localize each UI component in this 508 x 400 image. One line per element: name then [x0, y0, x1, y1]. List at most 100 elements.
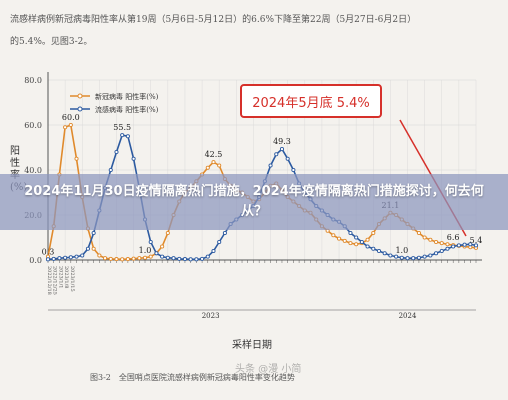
x-tick-label: 2022/12/18 [46, 266, 52, 295]
data-point [439, 241, 444, 246]
chart-legend: 新冠病毒 阳性率(%) 流感病毒 阳性率(%) [70, 92, 159, 114]
data-point [165, 230, 170, 236]
headline-text: 2024年11月30日疫情隔离热门措施，2024年疫情隔离热门措施探讨，何去何从… [24, 184, 484, 219]
data-point [125, 134, 130, 139]
data-point [120, 133, 125, 138]
data-point [354, 235, 359, 240]
data-point [416, 230, 421, 236]
data-point [405, 256, 410, 261]
data-point [354, 242, 359, 247]
legend-entry: 新冠病毒 阳性率(%) [95, 92, 159, 101]
data-point [348, 230, 353, 236]
data-point [359, 239, 364, 245]
data-point [342, 238, 347, 243]
legend-entry: 流感病毒 阳性率(%) [95, 105, 159, 114]
data-point [211, 160, 216, 165]
data-point [422, 254, 427, 259]
data-point [194, 257, 199, 262]
data-point [108, 256, 113, 261]
data-point [456, 243, 461, 248]
y-tick-label: 80.0 [24, 76, 42, 85]
data-point [91, 230, 96, 236]
data-point [439, 248, 444, 254]
year-label: 2023 [202, 312, 220, 320]
x-tick-label: 2023/1/8 [63, 266, 69, 288]
data-point [85, 246, 90, 251]
callout-box: 2024年5月底 5.4% [240, 84, 382, 118]
data-point [160, 244, 165, 249]
data-point [154, 251, 159, 256]
data-point [445, 246, 450, 251]
data-point [268, 163, 273, 168]
data-point [211, 248, 216, 254]
data-point [57, 256, 62, 261]
y-tick-label: 40.0 [24, 166, 42, 175]
data-point [365, 237, 370, 242]
data-point [382, 251, 387, 256]
data-point [114, 257, 119, 262]
data-point [365, 244, 370, 249]
legend-marker [77, 93, 83, 99]
data-point [171, 256, 176, 261]
legend-marker [77, 106, 83, 112]
data-point [445, 242, 450, 247]
headline-banner: 2024年11月30日疫情隔离热门措施，2024年疫情隔离热门措施探讨，何去何从… [0, 174, 508, 230]
data-point [217, 239, 222, 245]
data-point [462, 242, 467, 247]
data-point [399, 255, 404, 260]
data-point [411, 256, 416, 261]
data-point [422, 235, 427, 240]
intro-text-line-2: 的5.4%。见图3-2。 [10, 37, 93, 47]
data-point [394, 254, 399, 259]
data-point [205, 254, 210, 259]
data-point [291, 167, 296, 173]
data-point [148, 254, 153, 259]
data-point [108, 167, 113, 173]
data-label: 5.4 [470, 236, 483, 245]
data-point [63, 125, 68, 130]
data-point [434, 251, 439, 256]
data-point [182, 257, 188, 262]
data-point [45, 257, 51, 262]
data-label: 6.6 [447, 233, 460, 242]
data-label: 60.0 [62, 113, 80, 122]
data-point [131, 256, 136, 261]
data-point [451, 244, 456, 249]
data-point [473, 243, 479, 248]
figure-caption: 图3-2 全国哨点医院流感样病例新冠病毒阳性率变化趋势 [90, 373, 295, 382]
watermark-text: 头条 @漫 小简 [235, 364, 302, 375]
data-point [336, 236, 342, 241]
x-tick-label: 2023/1/15 [69, 266, 75, 292]
data-point [428, 237, 433, 242]
data-point [331, 233, 336, 238]
data-point [371, 230, 376, 236]
data-point [74, 156, 79, 161]
data-point [388, 253, 393, 258]
data-point [120, 257, 125, 262]
data-point [376, 248, 382, 254]
data-point [114, 149, 119, 155]
data-point [434, 239, 439, 245]
data-point [125, 257, 130, 262]
data-point [68, 255, 73, 260]
data-point [142, 255, 148, 260]
data-label: 1.0 [139, 246, 152, 255]
data-point [137, 256, 142, 261]
data-point [468, 242, 473, 247]
data-label: 49.3 [273, 137, 291, 146]
year-label: 2024 [399, 312, 417, 320]
data-point [165, 255, 170, 260]
x-axis-label: 采样日期 [232, 340, 272, 351]
data-point [200, 256, 205, 261]
data-label: 0.3 [42, 247, 55, 256]
data-point [416, 255, 421, 260]
data-point [131, 156, 136, 161]
data-label: 55.5 [113, 123, 131, 132]
data-point [51, 256, 56, 261]
data-point [74, 254, 79, 259]
data-point [63, 255, 68, 260]
data-point [91, 246, 96, 251]
data-label: 42.5 [205, 150, 223, 159]
y-tick-label: 60.0 [24, 121, 42, 130]
data-label: 1.0 [395, 246, 408, 255]
